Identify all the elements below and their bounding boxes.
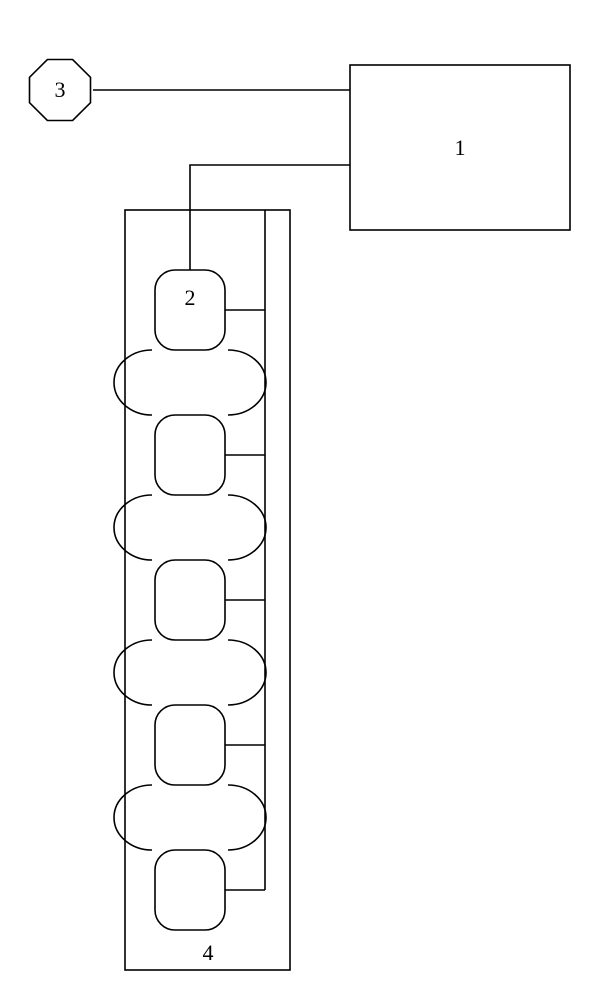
loop-2 — [114, 495, 266, 560]
loop-3 — [114, 640, 266, 705]
module-4 — [155, 705, 225, 785]
conn-1-to-bus — [190, 165, 350, 210]
loop-1 — [114, 350, 266, 415]
box-1-label: 1 — [455, 135, 466, 160]
octagon-3-label: 3 — [55, 77, 66, 102]
module-5 — [155, 850, 225, 930]
module-2 — [155, 415, 225, 495]
module-3 — [155, 560, 225, 640]
diagram-canvas: 1 3 4 2 — [0, 0, 601, 1000]
loop-4 — [114, 785, 266, 850]
module-1-label: 2 — [185, 285, 196, 310]
box-4-label: 4 — [203, 940, 214, 965]
